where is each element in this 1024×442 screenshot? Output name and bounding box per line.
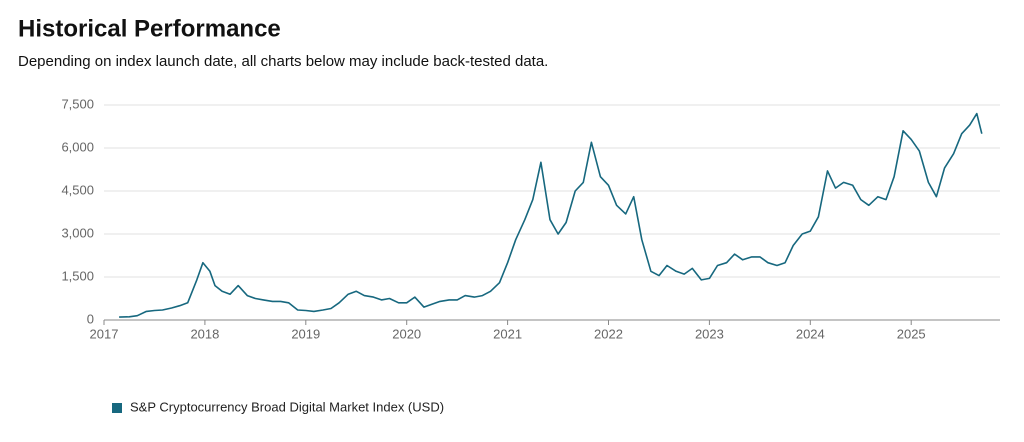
y-tick-label: 7,500	[61, 96, 94, 111]
x-tick-label: 2023	[695, 326, 724, 341]
y-tick-label: 4,500	[61, 182, 94, 197]
y-tick-label: 1,500	[61, 268, 94, 283]
legend-label: S&P Cryptocurrency Broad Digital Market …	[130, 399, 444, 414]
x-tick-label: 2020	[392, 326, 421, 341]
y-tick-label: 6,000	[61, 139, 94, 154]
series-line	[119, 112, 983, 318]
x-tick-label: 2025	[897, 326, 926, 341]
x-tick-label: 2018	[190, 326, 219, 341]
x-tick-label: 2022	[594, 326, 623, 341]
page-title: Historical Performance	[18, 15, 281, 42]
page-subtitle: Depending on index launch date, all char…	[18, 53, 548, 70]
y-tick-label: 3,000	[61, 225, 94, 240]
x-tick-label: 2019	[291, 326, 320, 341]
x-tick-label: 2024	[796, 326, 825, 341]
legend-swatch	[112, 403, 122, 413]
x-tick-label: 2021	[493, 326, 522, 341]
y-tick-label: 0	[87, 311, 94, 326]
x-tick-label: 2017	[90, 326, 119, 341]
